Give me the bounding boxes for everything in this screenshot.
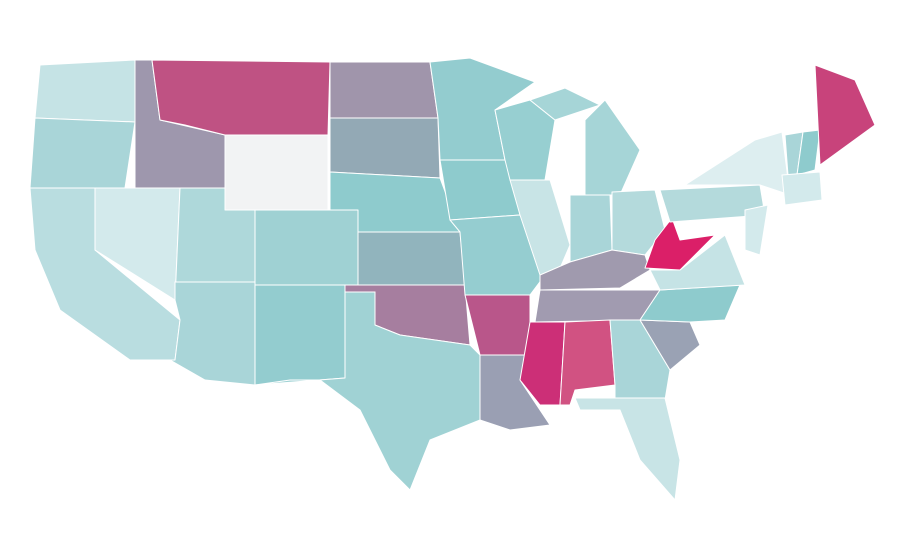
region [584, 99, 641, 196]
region [34, 59, 136, 123]
region [254, 291, 481, 491]
region [684, 131, 791, 196]
region [534, 289, 661, 323]
region [796, 129, 821, 176]
regions [29, 57, 876, 501]
region [529, 87, 601, 121]
region [814, 64, 876, 166]
region [781, 171, 823, 206]
region [254, 209, 359, 286]
region [224, 134, 329, 211]
region [574, 397, 681, 501]
region [329, 117, 441, 179]
region [169, 281, 256, 386]
region [329, 61, 439, 119]
region [644, 217, 716, 271]
region [151, 59, 331, 136]
region [559, 319, 616, 406]
region [357, 231, 466, 286]
region [29, 117, 136, 189]
region [254, 284, 346, 386]
region [744, 204, 769, 256]
region [519, 321, 566, 406]
region [464, 294, 531, 356]
